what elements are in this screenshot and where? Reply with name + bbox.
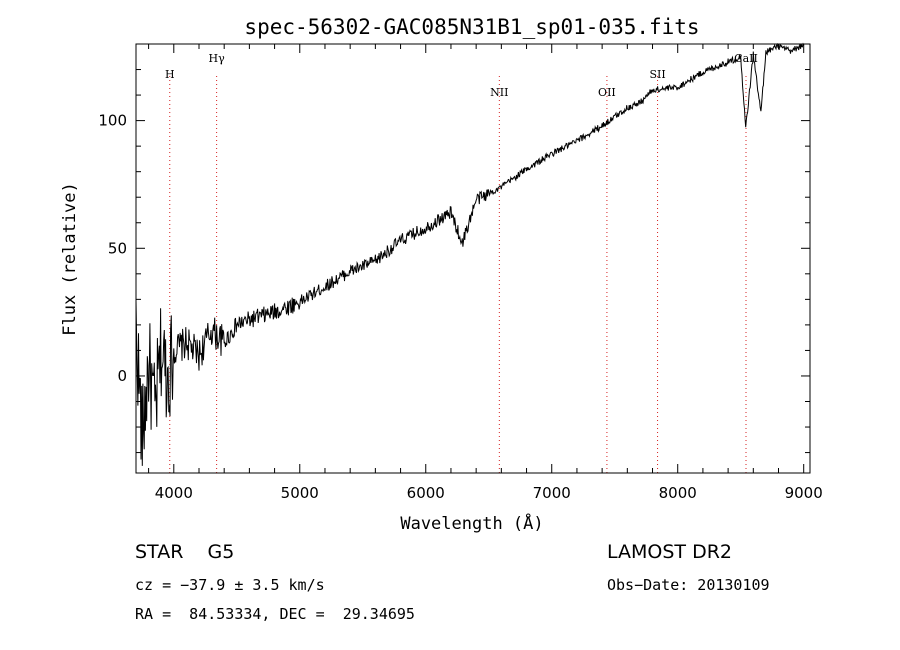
line-marker-label: Hγ [209,52,226,65]
y-tick-label: 0 [117,367,127,385]
y-tick-label: 100 [98,112,127,130]
y-axis-label: Flux (relative) [60,182,80,336]
plot-frame [135,43,811,474]
y-tick-label: 50 [108,239,127,257]
line-marker-label: SII [649,68,665,81]
chart-title: spec-56302-GAC085N31B1_sp01-035.fits [244,15,699,39]
line-markers: H Hγ NII OII SII CaII [165,52,758,473]
line-marker-label: CaII [734,52,758,65]
coordinates: RA = 84.53334, DEC = 29.34695 [135,605,415,623]
x-tick-label: 9000 [785,484,823,502]
spectrum-line [135,42,805,466]
x-axis-label: Wavelength (Å) [400,512,543,534]
x-tick-label: 8000 [659,484,697,502]
observation-date: Obs−Date: 20130109 [607,576,770,594]
x-tick-label: 5000 [281,484,319,502]
line-marker-label: OII [598,86,616,99]
x-tick-label: 6000 [407,484,445,502]
object-class: STAR G5 [135,541,235,563]
line-marker-label: H [165,68,175,81]
x-tick-label: 4000 [155,484,193,502]
redshift-velocity: cz = −37.9 ± 3.5 km/s [135,576,325,594]
survey-name: LAMOST DR2 [607,541,732,563]
axis-ticks: 4000 5000 6000 7000 8000 9000 0 50 100 [98,44,823,502]
line-marker-label: NII [490,86,508,99]
x-tick-label: 7000 [533,484,571,502]
